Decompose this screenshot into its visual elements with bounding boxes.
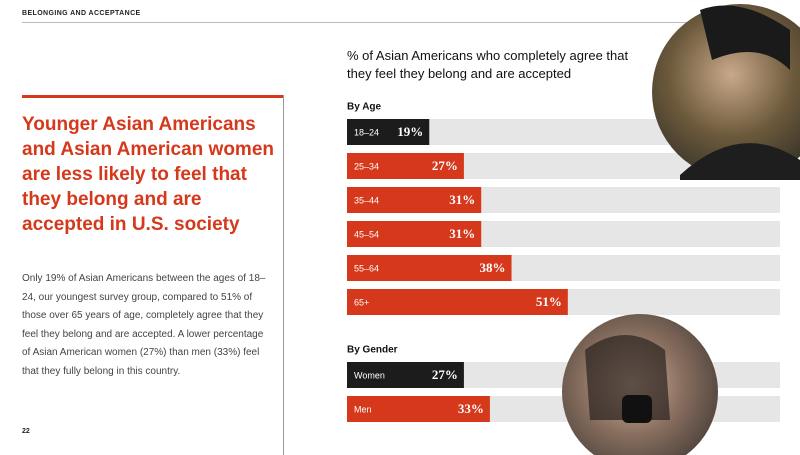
category-label: 65+ [354,297,369,307]
bar [347,289,568,315]
chart-title: % of Asian Americans who completely agre… [347,48,629,81]
category-label: 35–44 [354,195,379,205]
bar [347,362,464,388]
value-label: 38% [480,260,506,275]
chart-subtitle: By Gender [347,345,398,356]
value-label: 19% [397,124,423,139]
value-label: 31% [449,226,475,241]
photo-detail [680,143,800,180]
bar [347,221,482,247]
bar [347,119,430,145]
bar [347,153,464,179]
headline: Younger Asian Americans and Asian Americ… [22,114,274,235]
bar [347,396,490,422]
section-header: BELONGING AND ACCEPTANCE [22,10,141,17]
header-rule [22,22,690,23]
category-label: 18–24 [354,127,379,137]
photo-detail [700,5,790,70]
category-label: 25–34 [354,161,379,171]
bar [347,187,482,213]
value-label: 27% [432,367,458,382]
category-label: Men [354,404,372,414]
value-label: 27% [432,158,458,173]
category-label: 45–54 [354,229,379,239]
value-label: 33% [458,401,484,416]
accent-rule [22,95,283,98]
page-number: 22 [22,428,30,435]
category-label: Women [354,370,385,380]
value-label: 31% [449,192,475,207]
bar [347,255,512,281]
body-text: Only 19% of Asian Americans between the … [22,273,266,377]
divider [283,95,284,455]
chart-subtitle: By Age [347,102,382,113]
photo-detail [622,395,652,423]
value-label: 51% [536,294,562,309]
category-label: 55–64 [354,263,379,273]
